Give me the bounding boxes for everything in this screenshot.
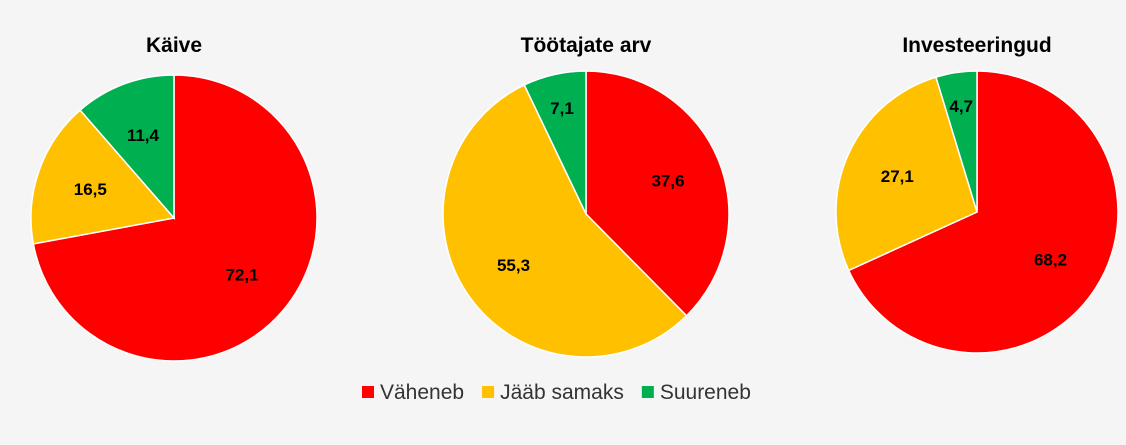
slice-value-label: 68,2 <box>1034 250 1067 269</box>
pie-slice-jääb-samaks <box>30 109 176 245</box>
legend-label: Jääb samaks <box>500 381 624 404</box>
pie-slice-suureneb <box>79 74 175 221</box>
slice-value-label: 37,6 <box>651 171 684 190</box>
pie-chart-2: 37,6 55,3 7,1 Töötajate arv <box>442 34 730 358</box>
slice-value-label: 27,1 <box>881 167 914 186</box>
legend-swatch <box>362 386 374 398</box>
slice-value-label: 4,7 <box>949 97 973 116</box>
pie-chart-1: 72,1 16,5 11,4 Käive <box>30 34 318 362</box>
slice-value-label: 16,5 <box>74 180 107 199</box>
legend-label: Suureneb <box>660 381 751 404</box>
legend-swatch <box>482 386 495 398</box>
legend-swatch <box>641 386 654 398</box>
pie-slice-jääb-samaks <box>835 76 978 272</box>
pie-slice-väheneb <box>847 70 1119 354</box>
pie-slice-väheneb <box>585 70 730 317</box>
legend-label: Väheneb <box>380 381 464 404</box>
pie-slice-suureneb <box>523 70 587 215</box>
pie-slice-suureneb <box>935 70 978 213</box>
pie-slice-väheneb <box>32 74 318 362</box>
chart-legend: Väheneb Jääb samaks Suureneb <box>362 381 751 404</box>
slice-value-label: 11,4 <box>127 126 160 145</box>
pie-slice-jääb-samaks <box>442 83 688 358</box>
slice-value-label: 72,1 <box>226 266 259 285</box>
slice-value-label: 7,1 <box>550 99 574 118</box>
pie-title: Töötajate arv <box>521 34 652 57</box>
pie-title: Investeeringud <box>902 34 1051 57</box>
slice-value-label: 55,3 <box>497 256 530 275</box>
pie-title: Käive <box>146 34 202 57</box>
pie-chart-3: 68,2 27,1 4,7 Investeeringud <box>835 34 1119 354</box>
